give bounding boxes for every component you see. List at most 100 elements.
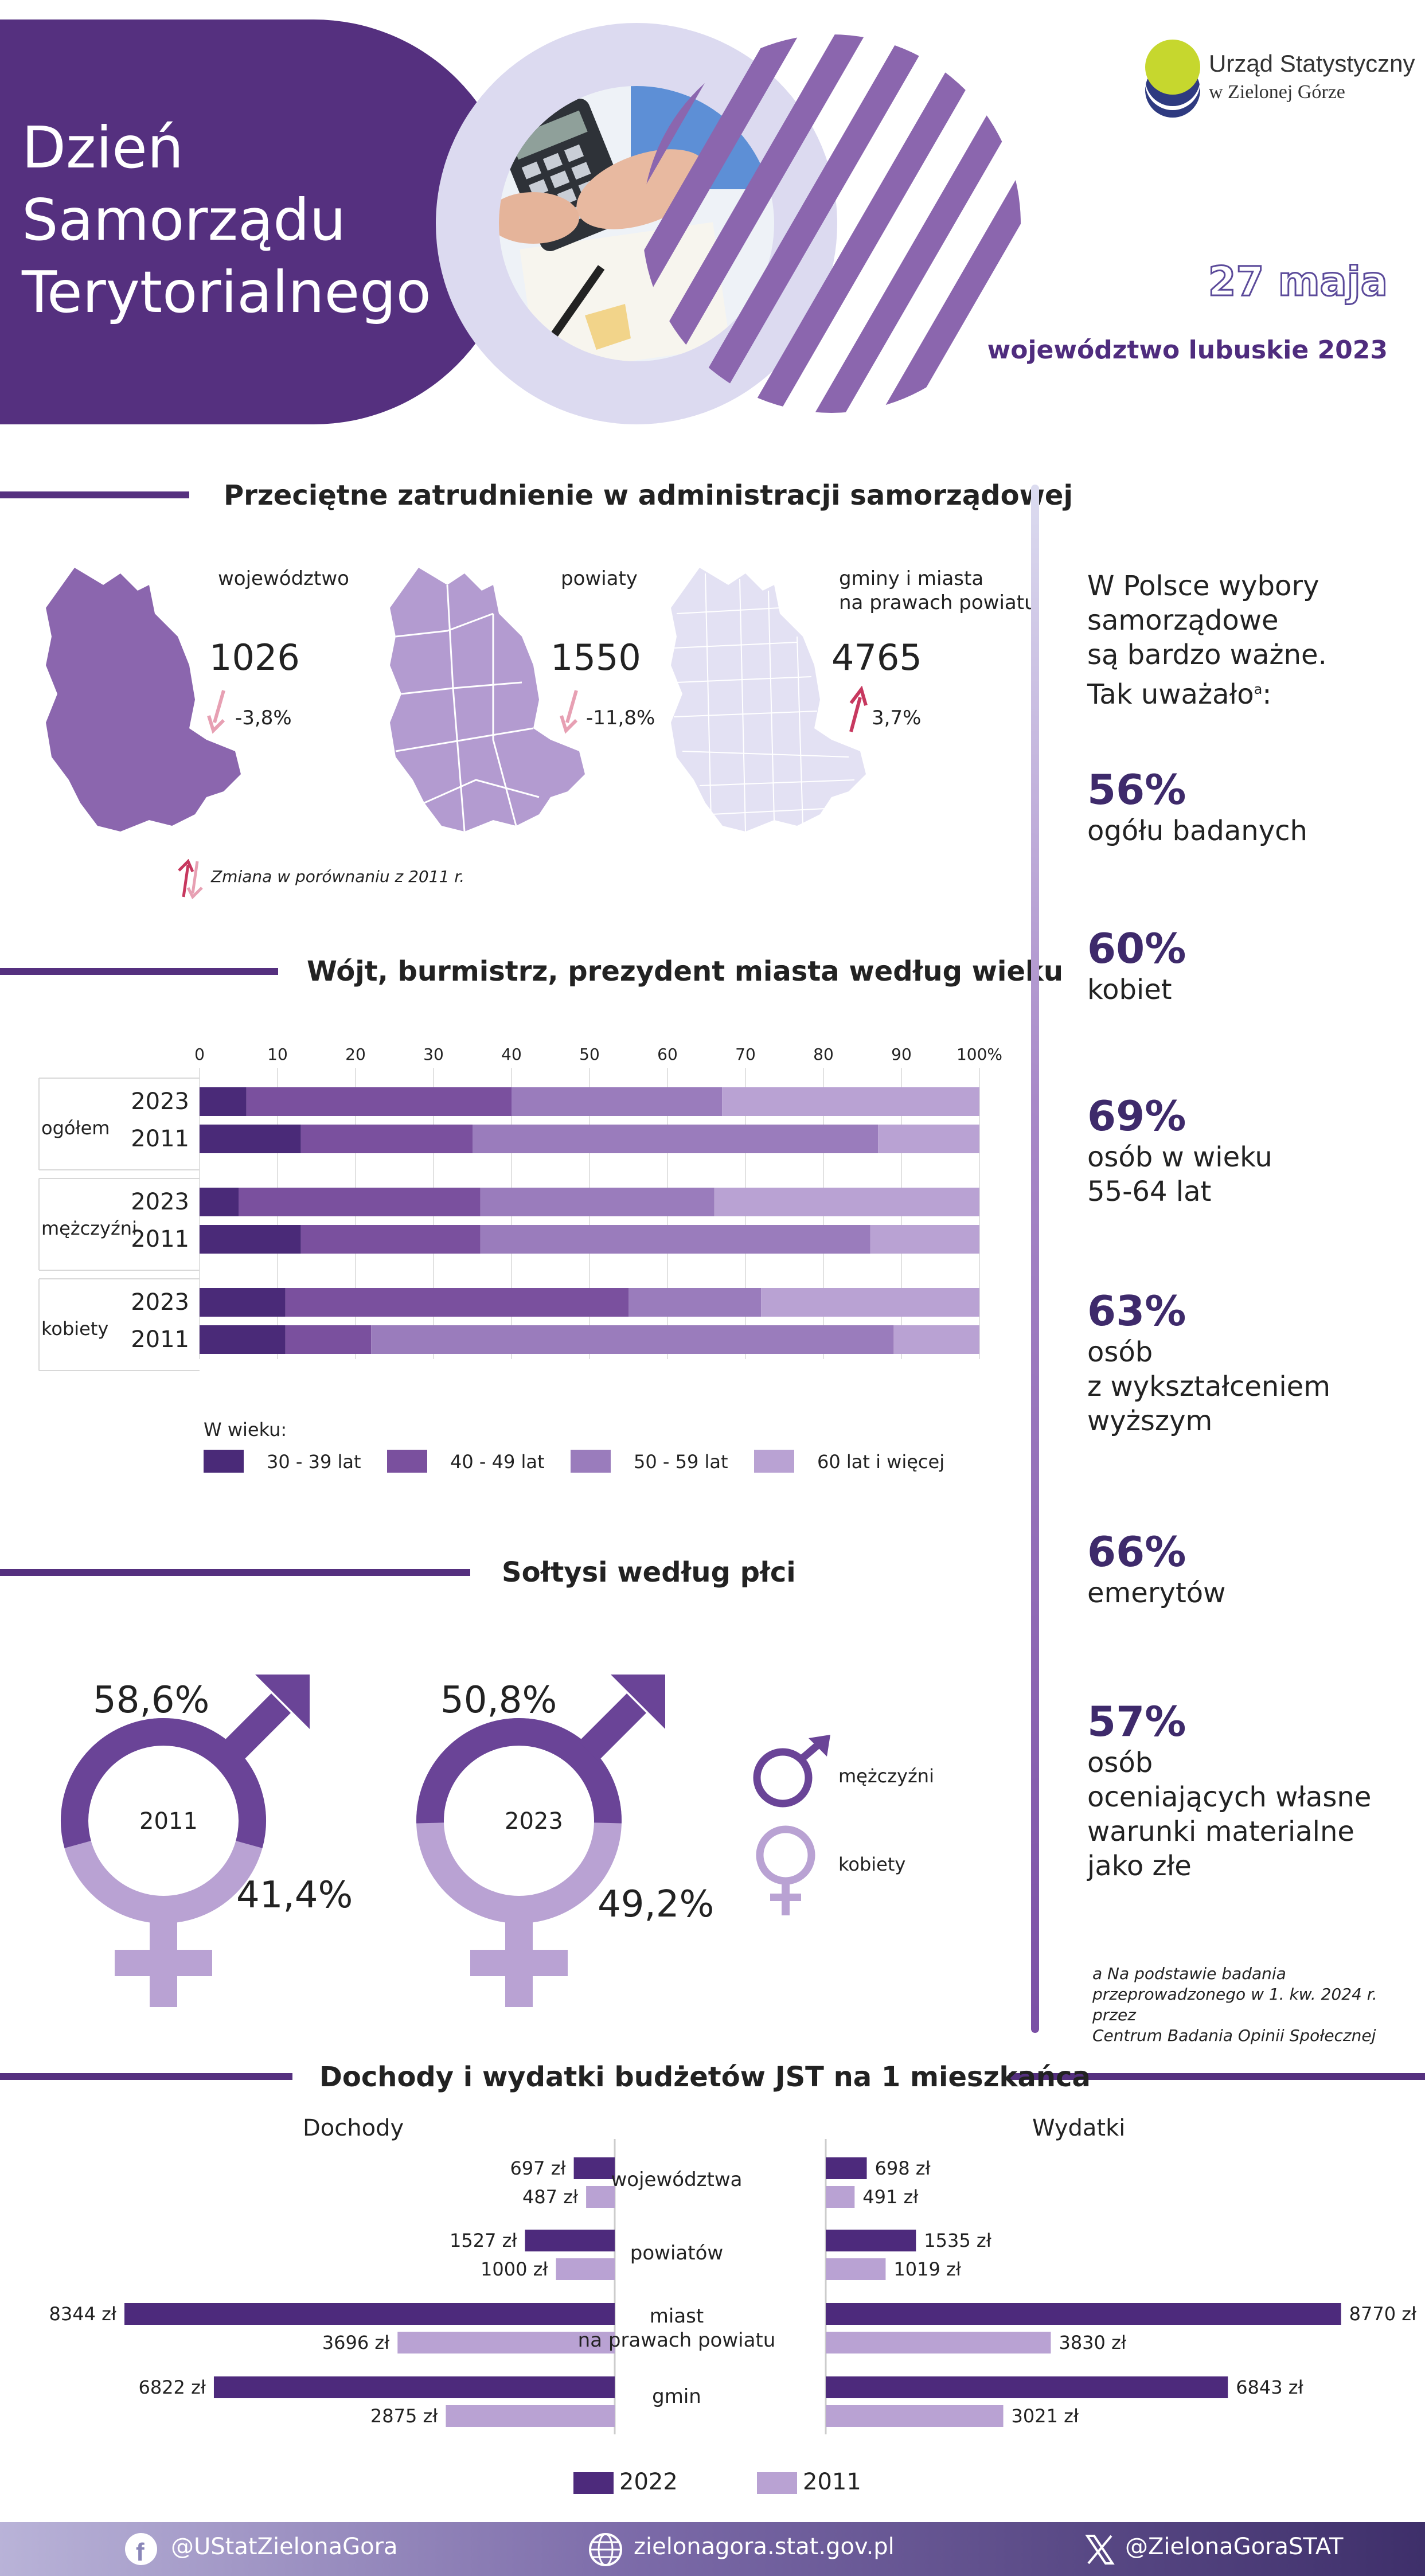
wydatki-bar <box>826 2186 855 2208</box>
legend-label-50-59: 50 - 59 lat <box>634 1451 728 1473</box>
wydatki-bar <box>826 2376 1228 2398</box>
dochody-bar <box>586 2186 615 2208</box>
female-pct-2023: 49,2% <box>598 1883 715 1926</box>
survey-stat-2: 60% kobiet <box>1087 924 1186 1007</box>
stat-text: osób <box>1087 1747 1153 1779</box>
employment-label-3-line-2: na prawach powiatu <box>839 591 1037 614</box>
age-bar-segment <box>300 1125 473 1153</box>
age-bar-segment <box>480 1225 870 1254</box>
tick-label: 20 <box>345 1045 366 1064</box>
age-bar-segment <box>200 1087 247 1116</box>
group-label: ogółem <box>41 1117 110 1139</box>
age-bar-segment <box>628 1288 762 1317</box>
employment-value-2: 1550 <box>551 637 641 678</box>
age-chart: 0 10 20 30 40 50 60 70 80 90 100%ogółem20232011męż… <box>38 1045 1002 1371</box>
employment-change-1: -3,8% <box>235 707 292 729</box>
employment-change-2: -11,8% <box>586 707 655 729</box>
male-pct-2023: 50,8% <box>440 1679 557 1722</box>
age-bar-segment <box>512 1087 723 1116</box>
age-legend-title: W wieku: <box>204 1419 287 1441</box>
age-bar-segment <box>714 1188 979 1216</box>
dochody-bar <box>397 2332 615 2353</box>
dochody-value: 1527 zł <box>450 2230 517 2251</box>
dochody-value: 3696 zł <box>322 2332 390 2353</box>
stat-text: osób w wieku <box>1087 1141 1272 1173</box>
age-legend: 30 - 39 lat 40 - 49 lat 50 - 59 lat 60 l… <box>204 1450 1006 1478</box>
soltysi-title: Sołtysi według płci <box>502 1556 796 1588</box>
legend-male: mężczyźni <box>838 1765 934 1787</box>
year-2011: 2011 <box>139 1808 198 1835</box>
age-bar-segment <box>480 1188 715 1216</box>
stat-pct: 66% <box>1087 1528 1186 1576</box>
employment-label-3-line-1: gminy i miasta <box>839 567 984 590</box>
year-label: 2023 <box>131 1289 189 1316</box>
wydatki-bar <box>826 2258 886 2280</box>
legend-label-2022: 2022 <box>619 2469 678 2495</box>
x-handle[interactable]: @ZielonaGoraSTAT <box>1125 2534 1344 2560</box>
wydatki-bar <box>826 2157 867 2179</box>
stat-pct: 63% <box>1087 1287 1186 1335</box>
female-pct-2011: 41,4% <box>236 1874 353 1917</box>
legend-swatch-2011 <box>757 2472 797 2494</box>
globe-icon[interactable] <box>588 2532 623 2567</box>
age-bar-segment <box>285 1288 629 1317</box>
section-rule <box>0 1569 470 1576</box>
facebook-handle[interactable]: @UStatZielonaGora <box>171 2534 398 2560</box>
male-symbol-icon <box>753 1735 830 1808</box>
age-bar-segment <box>200 1125 301 1153</box>
footnote-line-1: a Na podstawie badania <box>1092 1964 1286 1983</box>
legend-label-60-plus: 60 lat i więcej <box>817 1451 945 1473</box>
age-bar-segment <box>870 1225 979 1254</box>
survey-intro-colon: : <box>1262 678 1272 711</box>
age-bar-segment <box>722 1087 979 1116</box>
x-logo-icon[interactable] <box>1084 2534 1116 2566</box>
wydatki-value: 6843 zł <box>1236 2376 1303 2398</box>
wydatki-bar <box>826 2303 1341 2325</box>
stat-text: osób <box>1087 1336 1153 1368</box>
region-year: województwo lubuskie 2023 <box>987 335 1388 365</box>
wydatki-bar <box>826 2230 916 2251</box>
legend-label-2011: 2011 <box>803 2469 861 2495</box>
logo-icon <box>1145 40 1200 118</box>
footnote-marker: a <box>1254 681 1263 697</box>
budget-cat-gmin: gmin <box>652 2385 701 2408</box>
survey-intro: W Polsce wybory samorządowe są bardzo wa… <box>1087 569 1327 712</box>
tick-label: 70 <box>735 1045 756 1064</box>
employment-change-3: 3,7% <box>872 707 922 729</box>
male-arc <box>416 1718 622 1824</box>
employment-title: Przeciętne zatrudnienie w administracji … <box>224 479 1073 512</box>
survey-intro-line-1: W Polsce wybory <box>1087 570 1319 602</box>
stat-pct: 60% <box>1087 924 1186 973</box>
legend-label-30-39: 30 - 39 lat <box>267 1451 361 1473</box>
stat-pct: 57% <box>1087 1697 1186 1746</box>
stat-text: wyższym <box>1087 1405 1213 1437</box>
website-link[interactable]: zielonagora.stat.gov.pl <box>634 2534 895 2560</box>
age-chart-title: Wójt, burmistrz, prezydent miasta według… <box>307 955 1064 988</box>
age-bar-segment <box>200 1188 239 1216</box>
year-label: 2011 <box>131 1326 189 1353</box>
survey-stat-3: 69% osób w wieku 55-64 lat <box>1087 1092 1272 1209</box>
wydatki-value: 698 zł <box>875 2157 931 2179</box>
wydatki-bar <box>826 2332 1051 2353</box>
facebook-icon[interactable]: f <box>125 2533 157 2566</box>
legend-label-40-49: 40 - 49 lat <box>450 1451 545 1473</box>
change-note: Zmiana w porównaniu z 2011 r. <box>211 867 465 886</box>
event-date: 27 maja <box>1207 257 1388 306</box>
budget-head-dochody: Dochody <box>303 2115 404 2141</box>
group-label: kobiety <box>41 1318 108 1340</box>
legend-swatch-30-39 <box>204 1450 244 1473</box>
stat-text: jako złe <box>1087 1850 1192 1882</box>
year-2023: 2023 <box>505 1808 563 1835</box>
logo-line-2: w Zielonej Górze <box>1209 81 1345 103</box>
year-label: 2023 <box>131 1189 189 1215</box>
stat-pct: 69% <box>1087 1092 1186 1140</box>
wydatki-value: 3021 zł <box>1012 2405 1079 2427</box>
header-banner <box>0 19 516 424</box>
tick-label: 100% <box>956 1045 1002 1064</box>
budget-chart: 697 zł 698 zł 487 zł 491 zł 1527 zł 1535 zł 10… <box>49 2139 1417 2434</box>
budget-cat-miast-line-2: na prawach powiatu <box>577 2329 776 2352</box>
survey-stat-6: 57% osób oceniających własne warunki mat… <box>1087 1697 1371 1883</box>
age-bar-segment <box>285 1325 372 1354</box>
stat-text: emerytów <box>1087 1577 1226 1609</box>
male-arc <box>61 1718 266 1848</box>
